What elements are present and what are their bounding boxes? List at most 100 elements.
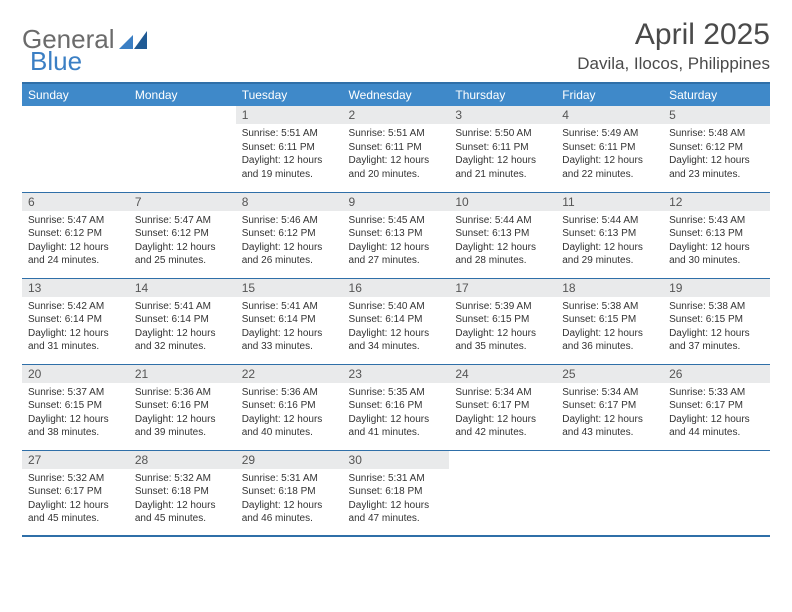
day-details: Sunrise: 5:42 AMSunset: 6:14 PMDaylight:… (22, 297, 129, 358)
calendar-cell (129, 106, 236, 192)
calendar-table: Sunday Monday Tuesday Wednesday Thursday… (22, 82, 770, 537)
day-number: 9 (343, 193, 450, 211)
day-details: Sunrise: 5:46 AMSunset: 6:12 PMDaylight:… (236, 211, 343, 272)
calendar-cell: 6Sunrise: 5:47 AMSunset: 6:12 PMDaylight… (22, 192, 129, 278)
day-number: 13 (22, 279, 129, 297)
calendar-cell: 8Sunrise: 5:46 AMSunset: 6:12 PMDaylight… (236, 192, 343, 278)
day-details: Sunrise: 5:49 AMSunset: 6:11 PMDaylight:… (556, 124, 663, 185)
calendar-cell: 10Sunrise: 5:44 AMSunset: 6:13 PMDayligh… (449, 192, 556, 278)
title-block: April 2025 Davila, Ilocos, Philippines (577, 18, 770, 74)
day-details: Sunrise: 5:41 AMSunset: 6:14 PMDaylight:… (236, 297, 343, 358)
calendar-cell: 25Sunrise: 5:34 AMSunset: 6:17 PMDayligh… (556, 364, 663, 450)
col-tuesday: Tuesday (236, 83, 343, 106)
day-number: 29 (236, 451, 343, 469)
calendar-cell: 3Sunrise: 5:50 AMSunset: 6:11 PMDaylight… (449, 106, 556, 192)
calendar-cell: 16Sunrise: 5:40 AMSunset: 6:14 PMDayligh… (343, 278, 450, 364)
day-number: 20 (22, 365, 129, 383)
day-details: Sunrise: 5:32 AMSunset: 6:17 PMDaylight:… (22, 469, 129, 530)
day-details: Sunrise: 5:34 AMSunset: 6:17 PMDaylight:… (449, 383, 556, 444)
calendar-row: 13Sunrise: 5:42 AMSunset: 6:14 PMDayligh… (22, 278, 770, 364)
calendar-cell: 30Sunrise: 5:31 AMSunset: 6:18 PMDayligh… (343, 450, 450, 536)
day-number: 22 (236, 365, 343, 383)
day-details: Sunrise: 5:48 AMSunset: 6:12 PMDaylight:… (663, 124, 770, 185)
calendar-cell: 24Sunrise: 5:34 AMSunset: 6:17 PMDayligh… (449, 364, 556, 450)
day-number: 21 (129, 365, 236, 383)
page-header: General April 2025 Davila, Ilocos, Phili… (22, 18, 770, 74)
day-details: Sunrise: 5:35 AMSunset: 6:16 PMDaylight:… (343, 383, 450, 444)
day-details: Sunrise: 5:36 AMSunset: 6:16 PMDaylight:… (236, 383, 343, 444)
calendar-cell: 14Sunrise: 5:41 AMSunset: 6:14 PMDayligh… (129, 278, 236, 364)
calendar-cell: 17Sunrise: 5:39 AMSunset: 6:15 PMDayligh… (449, 278, 556, 364)
page-title: April 2025 (577, 18, 770, 52)
col-thursday: Thursday (449, 83, 556, 106)
calendar-cell: 11Sunrise: 5:44 AMSunset: 6:13 PMDayligh… (556, 192, 663, 278)
calendar-cell: 5Sunrise: 5:48 AMSunset: 6:12 PMDaylight… (663, 106, 770, 192)
logo-word2: Blue (30, 46, 82, 77)
day-number: 30 (343, 451, 450, 469)
day-number: 26 (663, 365, 770, 383)
calendar-cell: 28Sunrise: 5:32 AMSunset: 6:18 PMDayligh… (129, 450, 236, 536)
day-details: Sunrise: 5:44 AMSunset: 6:13 PMDaylight:… (449, 211, 556, 272)
day-number: 5 (663, 106, 770, 124)
day-number: 25 (556, 365, 663, 383)
calendar-row: 1Sunrise: 5:51 AMSunset: 6:11 PMDaylight… (22, 106, 770, 192)
calendar-cell: 2Sunrise: 5:51 AMSunset: 6:11 PMDaylight… (343, 106, 450, 192)
day-details: Sunrise: 5:38 AMSunset: 6:15 PMDaylight:… (663, 297, 770, 358)
day-number: 12 (663, 193, 770, 211)
day-details: Sunrise: 5:39 AMSunset: 6:15 PMDaylight:… (449, 297, 556, 358)
day-number: 24 (449, 365, 556, 383)
calendar-row: 6Sunrise: 5:47 AMSunset: 6:12 PMDaylight… (22, 192, 770, 278)
calendar-body: 1Sunrise: 5:51 AMSunset: 6:11 PMDaylight… (22, 106, 770, 536)
day-details: Sunrise: 5:44 AMSunset: 6:13 PMDaylight:… (556, 211, 663, 272)
day-details: Sunrise: 5:31 AMSunset: 6:18 PMDaylight:… (343, 469, 450, 530)
day-details: Sunrise: 5:47 AMSunset: 6:12 PMDaylight:… (22, 211, 129, 272)
day-number: 17 (449, 279, 556, 297)
calendar-cell: 18Sunrise: 5:38 AMSunset: 6:15 PMDayligh… (556, 278, 663, 364)
col-saturday: Saturday (663, 83, 770, 106)
day-number: 10 (449, 193, 556, 211)
logo-icon (119, 31, 147, 49)
calendar-cell: 13Sunrise: 5:42 AMSunset: 6:14 PMDayligh… (22, 278, 129, 364)
col-sunday: Sunday (22, 83, 129, 106)
day-details: Sunrise: 5:32 AMSunset: 6:18 PMDaylight:… (129, 469, 236, 530)
day-number: 28 (129, 451, 236, 469)
day-number: 15 (236, 279, 343, 297)
calendar-cell: 27Sunrise: 5:32 AMSunset: 6:17 PMDayligh… (22, 450, 129, 536)
calendar-cell: 20Sunrise: 5:37 AMSunset: 6:15 PMDayligh… (22, 364, 129, 450)
calendar-cell (663, 450, 770, 536)
calendar-row: 20Sunrise: 5:37 AMSunset: 6:15 PMDayligh… (22, 364, 770, 450)
day-details: Sunrise: 5:37 AMSunset: 6:15 PMDaylight:… (22, 383, 129, 444)
calendar-row: 27Sunrise: 5:32 AMSunset: 6:17 PMDayligh… (22, 450, 770, 536)
calendar-cell: 9Sunrise: 5:45 AMSunset: 6:13 PMDaylight… (343, 192, 450, 278)
day-details: Sunrise: 5:41 AMSunset: 6:14 PMDaylight:… (129, 297, 236, 358)
day-number: 11 (556, 193, 663, 211)
day-details: Sunrise: 5:34 AMSunset: 6:17 PMDaylight:… (556, 383, 663, 444)
col-monday: Monday (129, 83, 236, 106)
calendar-cell (449, 450, 556, 536)
day-details: Sunrise: 5:31 AMSunset: 6:18 PMDaylight:… (236, 469, 343, 530)
day-number: 7 (129, 193, 236, 211)
day-number: 2 (343, 106, 450, 124)
day-number: 6 (22, 193, 129, 211)
calendar-cell: 7Sunrise: 5:47 AMSunset: 6:12 PMDaylight… (129, 192, 236, 278)
day-details: Sunrise: 5:50 AMSunset: 6:11 PMDaylight:… (449, 124, 556, 185)
day-details: Sunrise: 5:38 AMSunset: 6:15 PMDaylight:… (556, 297, 663, 358)
col-wednesday: Wednesday (343, 83, 450, 106)
day-details: Sunrise: 5:51 AMSunset: 6:11 PMDaylight:… (343, 124, 450, 185)
day-details: Sunrise: 5:36 AMSunset: 6:16 PMDaylight:… (129, 383, 236, 444)
calendar-cell: 22Sunrise: 5:36 AMSunset: 6:16 PMDayligh… (236, 364, 343, 450)
calendar-cell (556, 450, 663, 536)
day-number: 23 (343, 365, 450, 383)
day-details: Sunrise: 5:33 AMSunset: 6:17 PMDaylight:… (663, 383, 770, 444)
calendar-cell: 23Sunrise: 5:35 AMSunset: 6:16 PMDayligh… (343, 364, 450, 450)
col-friday: Friday (556, 83, 663, 106)
calendar-cell: 19Sunrise: 5:38 AMSunset: 6:15 PMDayligh… (663, 278, 770, 364)
calendar-cell (22, 106, 129, 192)
calendar-header-row: Sunday Monday Tuesday Wednesday Thursday… (22, 83, 770, 106)
day-number: 14 (129, 279, 236, 297)
day-details: Sunrise: 5:51 AMSunset: 6:11 PMDaylight:… (236, 124, 343, 185)
calendar-cell: 29Sunrise: 5:31 AMSunset: 6:18 PMDayligh… (236, 450, 343, 536)
day-number: 27 (22, 451, 129, 469)
day-details: Sunrise: 5:40 AMSunset: 6:14 PMDaylight:… (343, 297, 450, 358)
calendar-cell: 12Sunrise: 5:43 AMSunset: 6:13 PMDayligh… (663, 192, 770, 278)
